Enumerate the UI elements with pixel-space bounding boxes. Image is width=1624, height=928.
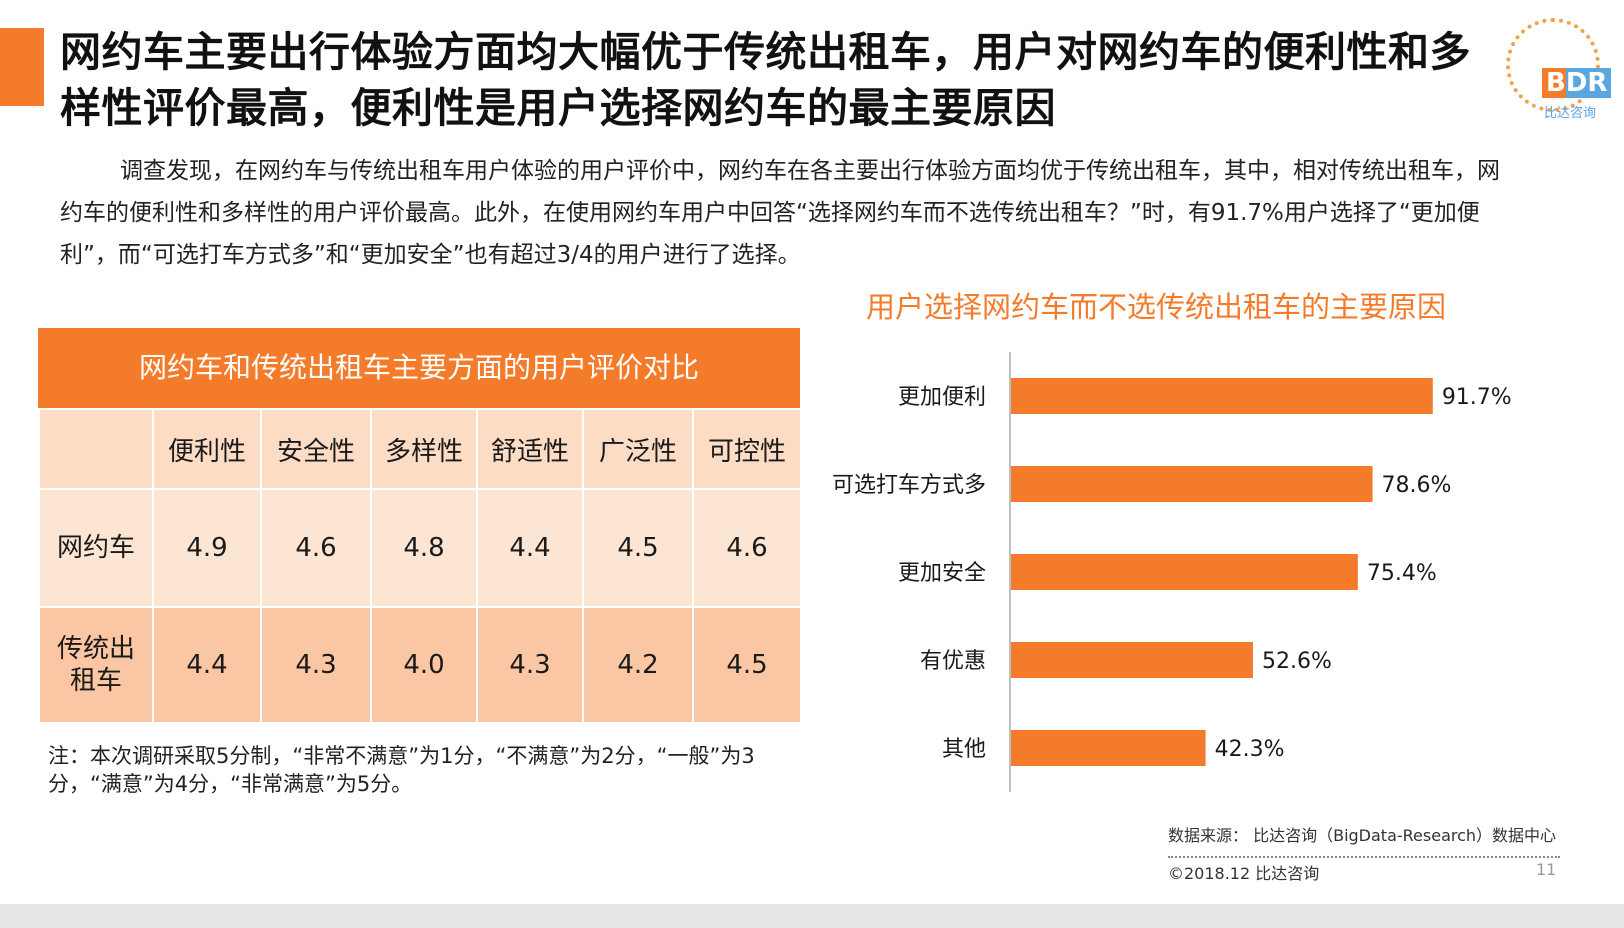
table-cell: 4.0 [370, 606, 478, 724]
chart-title: 用户选择网约车而不选传统出租车的主要原因 [866, 290, 1447, 324]
value-label: 91.7% [1442, 385, 1512, 410]
column-header: 广泛性 [582, 408, 694, 490]
reasons-bar-chart: 更加便利 91.7% 可选打车方式多 78.6% 更加安全 75.4% 有优惠 52.6% 其他… [832, 352, 1512, 792]
category-label: 更加便利 [898, 385, 986, 410]
table-cell: 4.3 [260, 606, 372, 724]
title-accent-bar [0, 28, 44, 106]
column-header: 安全性 [260, 408, 372, 490]
table-cell: 4.4 [476, 488, 584, 608]
row-label: 传统出租车 [38, 606, 154, 724]
rating-scale-note: 注：本次调研采取5分制，“非常不满意”为1分，“不满意”为2分，“一般”为3分，… [48, 744, 755, 796]
page-title: 网约车主要出行体验方面均大幅优于传统出租车，用户对网约车的便利性和多样性评价最高… [60, 28, 1471, 132]
footer-divider [1168, 856, 1560, 858]
copyright: ©2018.12 比达咨询 [1168, 864, 1320, 883]
value-label: 42.3% [1215, 737, 1285, 762]
value-label: 75.4% [1367, 561, 1437, 586]
rating-comparison-table: 网约车和传统出租车主要方面的用户评价对比 便利性 安全性 多样性 舒适性 广泛性… [38, 328, 802, 724]
column-header: 多样性 [370, 408, 478, 490]
bar [1011, 378, 1433, 414]
table-cell: 4.4 [152, 606, 262, 724]
table-cell: 4.5 [582, 488, 694, 608]
table-cell: 4.9 [152, 488, 262, 608]
logo-ring-icon [1506, 18, 1600, 112]
logo-name: 比达咨询 [1544, 106, 1597, 121]
table-cell: 4.3 [476, 606, 584, 724]
bar [1011, 730, 1206, 766]
table-cell: 4.6 [260, 488, 372, 608]
table-cell: 4.8 [370, 488, 478, 608]
table-cell: 4.6 [692, 488, 802, 608]
category-label: 其他 [942, 737, 986, 762]
row-label: 网约车 [38, 488, 154, 608]
column-header: 舒适性 [476, 408, 584, 490]
logo-mark: BDR [1542, 68, 1612, 98]
table-row: 网约车 4.9 4.6 4.8 4.4 4.5 4.6 [38, 488, 802, 608]
table-header-row: 便利性 安全性 多样性 舒适性 广泛性 可控性 [38, 408, 802, 490]
category-label: 更加安全 [898, 561, 986, 586]
value-label: 52.6% [1262, 649, 1332, 674]
bar [1011, 554, 1358, 590]
category-label: 可选打车方式多 [832, 473, 986, 498]
table-cell: 4.5 [692, 606, 802, 724]
value-label: 78.6% [1382, 473, 1452, 498]
bar [1011, 642, 1253, 678]
column-header: 便利性 [152, 408, 262, 490]
column-header: 可控性 [692, 408, 802, 490]
page-number: 11 [1536, 860, 1557, 879]
intro-paragraph: 调查发现，在网约车与传统出租车用户体验的用户评价中，网约车在各主要出行体验方面均… [60, 158, 1500, 268]
table-row: 传统出租车 4.4 4.3 4.0 4.3 4.2 4.5 [38, 606, 802, 724]
data-source: 数据来源： 比达咨询（BigData-Research）数据中心 [1168, 826, 1557, 845]
header-corner [38, 408, 154, 490]
bottom-bar [0, 904, 1624, 928]
bdr-logo: BDR 比达咨询 [1500, 12, 1612, 122]
table-title: 网约车和传统出租车主要方面的用户评价对比 [38, 328, 800, 408]
category-label: 有优惠 [920, 649, 986, 674]
bar [1011, 466, 1373, 502]
table-cell: 4.2 [582, 606, 694, 724]
